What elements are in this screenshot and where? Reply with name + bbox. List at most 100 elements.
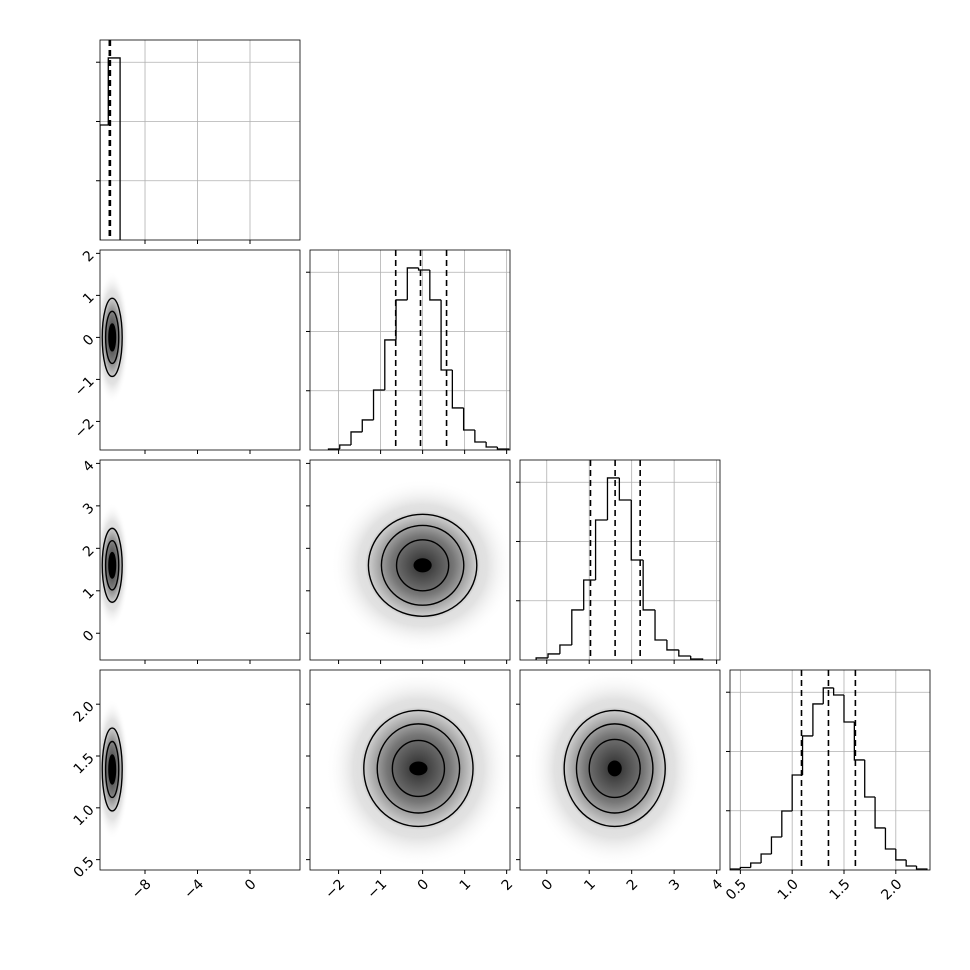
y-tick-label: 4: [80, 458, 98, 476]
panel-content: [310, 250, 510, 450]
histogram-bin: [361, 419, 374, 432]
panel-content: [730, 670, 930, 870]
contour: [409, 761, 428, 776]
histogram-bin: [730, 868, 741, 870]
contour: [104, 740, 120, 799]
panel-background: [100, 670, 300, 870]
panel-content: [100, 699, 130, 840]
histogram-bin: [618, 477, 632, 501]
panel-background: [100, 250, 300, 450]
histogram-bin: [666, 640, 679, 651]
panel: [96, 39, 301, 244]
histogram-bin: [406, 267, 419, 300]
histogram-bin: [451, 370, 464, 409]
histogram-bin: [642, 560, 656, 611]
x-tick-label: 3: [666, 876, 684, 894]
y-tick-label: 1.5: [71, 750, 98, 777]
histogram-bin: [864, 759, 876, 798]
contour: [376, 723, 461, 814]
histogram-bin: [606, 477, 620, 520]
contour: [395, 539, 450, 592]
histogram-bin: [547, 653, 560, 658]
panel-content: [520, 460, 720, 660]
histogram-bin: [429, 270, 442, 301]
panel-frame: [729, 669, 931, 871]
contour: [108, 323, 117, 352]
contour: [104, 539, 120, 591]
panel-frame: [309, 249, 511, 451]
panel-content: [330, 478, 510, 652]
panel-background: [100, 40, 300, 240]
contour: [588, 738, 641, 799]
histogram-bin: [853, 722, 865, 761]
x-tick-label: 2: [624, 876, 642, 894]
contour: [607, 760, 622, 777]
histogram-bin: [690, 656, 704, 660]
histogram-bin: [339, 444, 352, 449]
contour: [101, 727, 123, 812]
contour: [391, 739, 446, 798]
x-tick-label: 0.5: [723, 876, 750, 903]
panel-frame: [99, 669, 301, 871]
y-tick-label: 2: [80, 543, 98, 561]
histogram-bin: [874, 796, 886, 829]
y-tick-label: −1: [72, 374, 98, 400]
histogram-bin: [395, 299, 408, 340]
panel: 0.5 1.0 1.5 2.0 −8 −4 0: [71, 669, 301, 902]
y-tick-label: 1: [80, 290, 98, 308]
x-tick-label: −1: [364, 876, 390, 902]
panel: 0.5 1.0 1.5 2.0: [723, 669, 931, 903]
panel: [516, 459, 721, 664]
contour: [363, 709, 474, 828]
histogram-bin: [559, 644, 572, 654]
histogram-bin: [905, 859, 917, 867]
x-tick-label: 0: [415, 876, 433, 894]
histogram-bin: [822, 687, 834, 704]
histogram-bin: [812, 703, 824, 736]
panel-background: [730, 670, 930, 870]
panel: [306, 249, 511, 454]
y-tick-label: 0.5: [71, 854, 98, 881]
panel: −2 −1 0 1 2: [306, 669, 516, 902]
histogram-bin: [801, 735, 813, 776]
panel-content: [100, 270, 130, 404]
panel-frame: [99, 249, 301, 451]
histogram-bin: [350, 431, 363, 445]
x-tick-label: −4: [181, 876, 207, 902]
contour: [575, 723, 654, 814]
histogram-bin: [107, 57, 121, 240]
y-tick-label: 3: [80, 500, 98, 518]
panel-content: [100, 502, 130, 629]
histogram-bin: [760, 853, 772, 864]
x-tick-label: 0: [539, 876, 557, 894]
y-tick-label: −2: [72, 416, 98, 442]
histogram-bin: [417, 267, 430, 271]
contour: [563, 709, 666, 828]
panel-content: [325, 670, 510, 868]
panel-frame: [519, 459, 721, 661]
histogram-bin: [750, 862, 762, 868]
histogram-bin: [678, 649, 691, 657]
histogram-bin: [440, 299, 453, 371]
histogram-bin: [770, 836, 782, 854]
panel-background: [310, 250, 510, 450]
histogram-bin: [535, 657, 549, 660]
histogram-bin: [485, 442, 498, 448]
histogram-bin: [630, 500, 644, 561]
histogram-bin: [384, 339, 397, 390]
histogram-bin: [781, 810, 793, 837]
histogram-bin: [843, 695, 855, 723]
y-tick-label: 1.0: [71, 802, 98, 829]
histogram-bin: [884, 827, 896, 850]
contour: [413, 558, 432, 573]
panel-content: [100, 40, 300, 240]
contour: [101, 297, 123, 378]
panel-background: [100, 460, 300, 660]
x-tick-label: 1: [457, 876, 475, 894]
panel-frame: [519, 669, 721, 871]
y-tick-label: 2.0: [71, 699, 98, 726]
